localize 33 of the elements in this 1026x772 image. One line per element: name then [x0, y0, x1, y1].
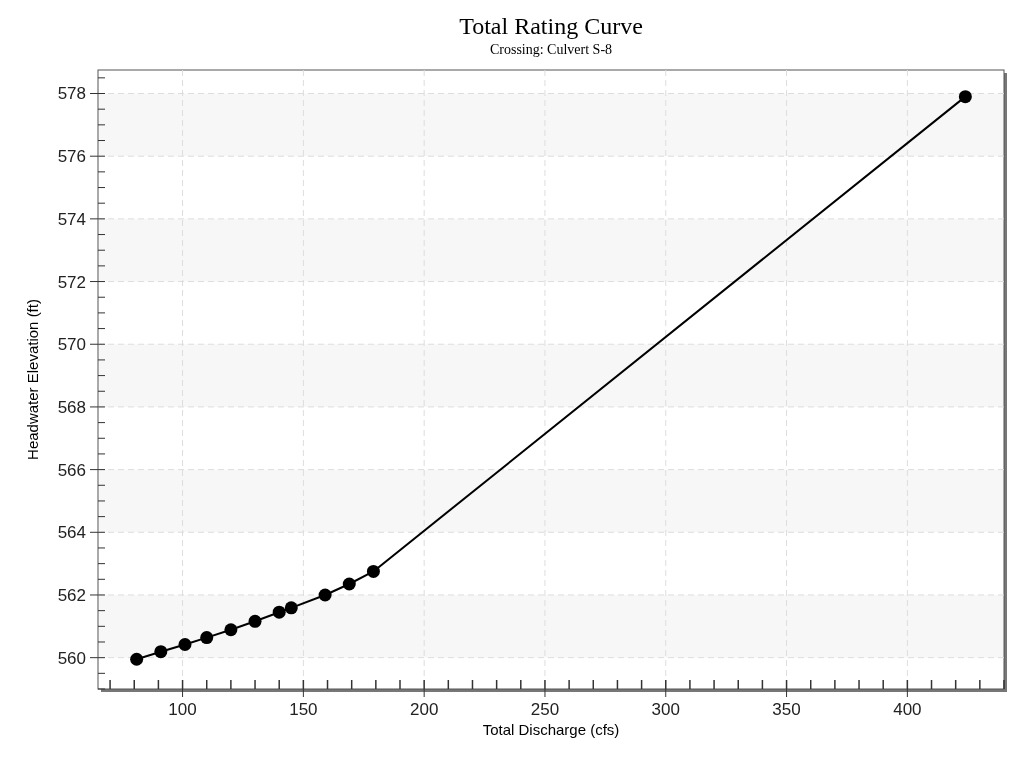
point [318, 588, 332, 602]
point [366, 564, 380, 578]
point [178, 638, 192, 651]
y-tick-label: 572 [57, 272, 86, 292]
y-tick-label: 578 [57, 84, 86, 104]
x-tick-label: 350 [772, 700, 801, 719]
x-axis-title: Total Discharge (cfs) [482, 721, 620, 738]
y-axis-title: Headwater Elevation (ft) [24, 299, 41, 460]
point [248, 614, 262, 628]
y-tick-label: 568 [57, 397, 86, 417]
point [272, 605, 286, 619]
point [284, 601, 298, 615]
y-tick-label: 574 [57, 209, 86, 229]
y-tick-label: 566 [57, 460, 86, 480]
chart-subtitle: Crossing: Culvert S-8 [489, 42, 613, 57]
point [154, 645, 168, 659]
y-tick-label: 560 [57, 648, 86, 668]
x-tick-label: 300 [651, 700, 680, 719]
point [958, 90, 972, 104]
y-tick-label: 564 [57, 523, 86, 543]
point [200, 631, 214, 645]
point [224, 623, 238, 637]
point [342, 577, 356, 591]
y-tick-label: 562 [57, 585, 86, 605]
y-tick-label: 570 [57, 335, 86, 355]
point [130, 652, 144, 666]
chart-title: Total Rating Curve [459, 13, 643, 39]
x-tick-label: 250 [530, 700, 560, 719]
x-tick-label: 150 [289, 700, 318, 719]
x-tick-label: 400 [893, 700, 922, 719]
y-tick-label: 576 [57, 147, 86, 167]
x-tick-label: 100 [168, 700, 197, 719]
x-tick-label: 200 [409, 700, 439, 719]
